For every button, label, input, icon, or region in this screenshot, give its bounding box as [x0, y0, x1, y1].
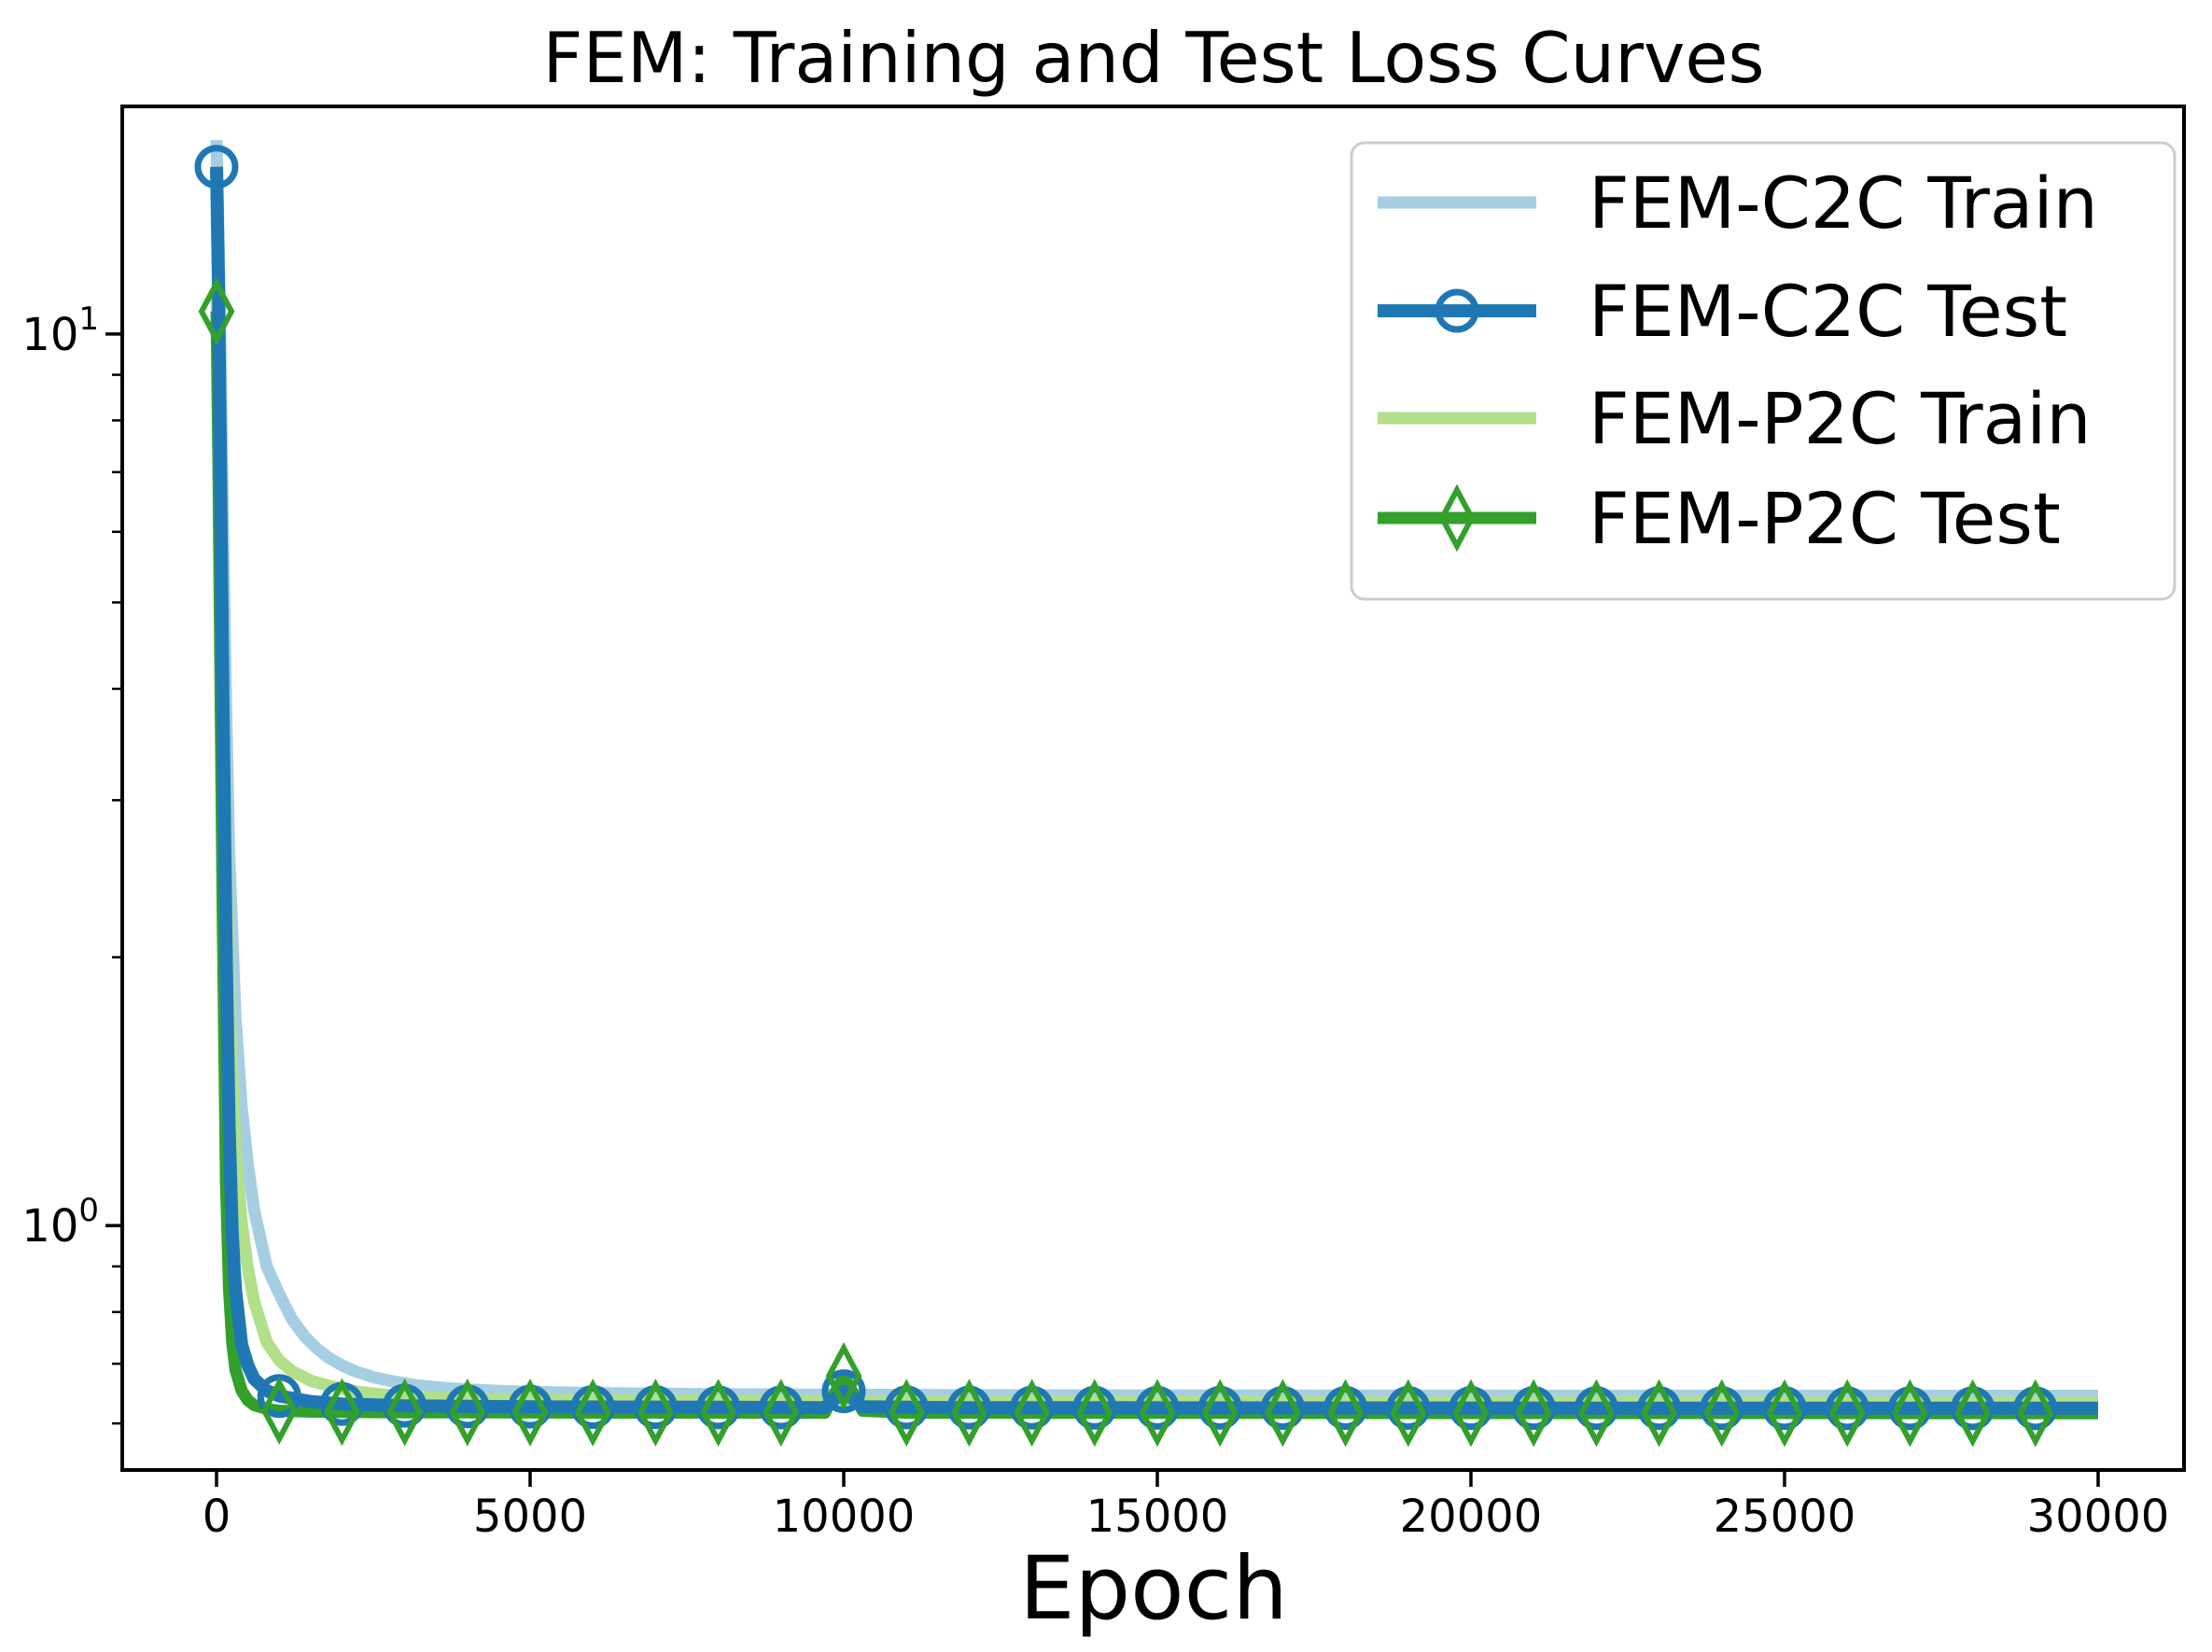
y-axis-tick-exponent: 0: [78, 1192, 99, 1229]
marker-diamond-fem-p2c-test: [1578, 1379, 1615, 1448]
marker-diamond-fem-p2c-test: [260, 1377, 298, 1445]
legend-entry-fem-c2c-test: [1378, 288, 1536, 333]
legend-label-fem-c2c-train: FEM-C2C Train: [1589, 161, 2098, 245]
x-axis-tick-label: 15000: [1086, 1491, 1229, 1543]
legend-swatch-diamond-marker: [1438, 483, 1476, 553]
marker-diamond-fem-p2c-test: [1703, 1379, 1741, 1448]
marker-diamond-fem-p2c-test: [637, 1379, 674, 1447]
legend-entry-fem-p2c-test: [1378, 483, 1536, 553]
marker-diamond-fem-p2c-test: [1014, 1379, 1050, 1448]
legend-label-fem-c2c-test: FEM-C2C Test: [1589, 270, 2067, 353]
series-line-fem-c2c-train: [210, 139, 2099, 1402]
y-axis-tick-exponent: 1: [78, 301, 99, 338]
x-axis-tick-label: 25000: [1714, 1491, 1856, 1543]
x-axis-tick-label: 20000: [1400, 1491, 1543, 1543]
marker-diamond-fem-p2c-test: [1892, 1379, 1928, 1448]
legend-layer: [1350, 141, 2177, 601]
marker-diamond-fem-p2c-test: [1327, 1379, 1364, 1448]
marker-diamond-fem-p2c-test: [449, 1378, 486, 1447]
marker-diamond-fem-p2c-test: [1390, 1379, 1427, 1448]
marker-diamond-fem-p2c-test: [324, 1378, 360, 1447]
marker-circle-fem-c2c-test: [194, 145, 239, 189]
legend-label-fem-p2c-train: FEM-P2C Train: [1589, 377, 2092, 460]
marker-diamond-fem-p2c-test: [1515, 1379, 1552, 1448]
marker-diamond-fem-p2c-test: [825, 1342, 862, 1410]
marker-diamond-fem-p2c-test: [1201, 1379, 1239, 1448]
marker-diamond-fem-p2c-test: [2017, 1379, 2054, 1448]
legend-swatch-circle-marker: [1435, 288, 1479, 333]
marker-diamond-fem-p2c-test: [1641, 1379, 1677, 1448]
marker-diamond-fem-p2c-test: [700, 1379, 737, 1447]
marker-diamond-fem-p2c-test: [951, 1379, 987, 1448]
marker-diamond-fem-p2c-test: [1265, 1379, 1301, 1448]
marker-diamond-fem-p2c-test: [1076, 1379, 1113, 1448]
y-axis-tick-label: 101: [21, 301, 99, 361]
marker-diamond-fem-p2c-test: [1766, 1379, 1803, 1448]
plot-frame: [120, 105, 2186, 1472]
x-axis-label: Epoch: [1019, 1538, 1288, 1640]
marker-diamond-fem-p2c-test: [1452, 1379, 1490, 1448]
y-axis-tick-label: 100: [21, 1192, 99, 1253]
x-axis-tick-label: 10000: [773, 1491, 916, 1543]
marker-diamond-fem-p2c-test: [888, 1379, 925, 1448]
marker-diamond-fem-p2c-test: [1828, 1379, 1866, 1448]
x-axis-tick-label: 0: [203, 1491, 231, 1543]
marker-diamond-fem-p2c-test: [386, 1378, 424, 1447]
legend-box: [1350, 141, 2177, 601]
marker-diamond-fem-p2c-test: [763, 1379, 800, 1448]
marker-diamond-fem-p2c-test: [198, 277, 235, 346]
marker-diamond-fem-p2c-test: [511, 1378, 549, 1447]
marker-diamond-fem-p2c-test: [1954, 1379, 1991, 1448]
legend-label-fem-p2c-test: FEM-P2C Test: [1589, 477, 2061, 560]
x-axis-tick-label: 30000: [2027, 1491, 2170, 1543]
marker-diamond-fem-p2c-test: [1139, 1379, 1176, 1448]
x-axis-tick-label: 5000: [473, 1491, 587, 1543]
markers-layer: [194, 145, 2058, 1448]
marker-diamond-fem-p2c-test: [574, 1379, 611, 1447]
chart-title: FEM: Training and Test Loss Curves: [542, 17, 1764, 99]
